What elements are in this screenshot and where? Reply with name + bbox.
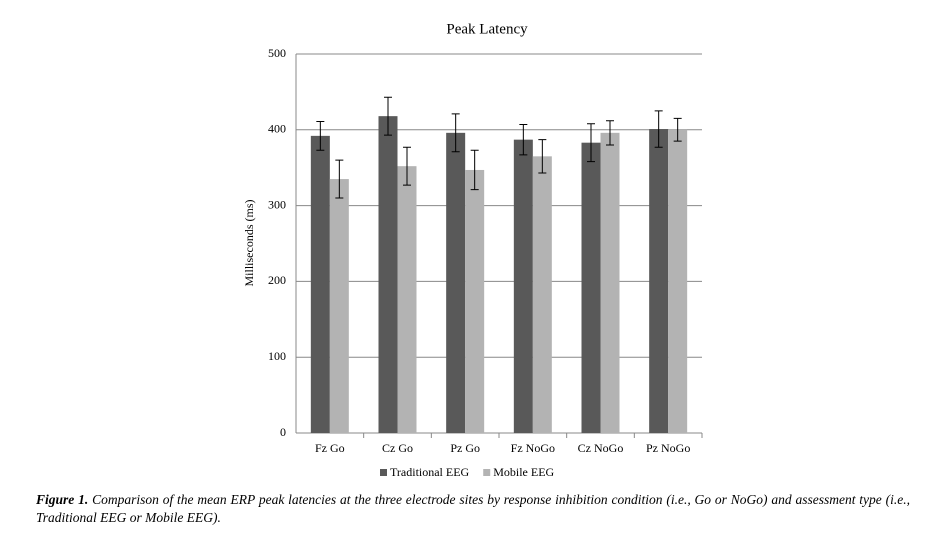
bar bbox=[378, 116, 398, 433]
bar bbox=[465, 169, 485, 433]
bar bbox=[397, 166, 417, 433]
error-bar bbox=[673, 117, 682, 142]
y-tick-label: 200 bbox=[268, 273, 286, 287]
y-tick-label: 300 bbox=[268, 197, 286, 211]
error-bar bbox=[654, 110, 663, 148]
error-bar bbox=[403, 146, 411, 186]
bar bbox=[581, 142, 601, 433]
legend-label: Mobile EEG bbox=[493, 465, 554, 479]
caption: Figure 1. Comparison of the mean ERP pea… bbox=[36, 491, 910, 527]
y-tick-label: 400 bbox=[268, 122, 286, 136]
y-axis-label: Milliseconds (ms) bbox=[242, 200, 256, 287]
x-tick-label: Cz Go bbox=[382, 441, 413, 455]
caption-label: Figure 1. bbox=[36, 492, 89, 507]
error-bar bbox=[384, 96, 392, 136]
x-tick-label: Pz NoGo bbox=[646, 441, 690, 455]
error-bar bbox=[538, 139, 547, 174]
chart: Peak Latency Milliseconds (ms) 0 100 200 30… bbox=[242, 21, 703, 479]
error-bar bbox=[606, 120, 614, 146]
bar bbox=[513, 139, 533, 434]
error-bar bbox=[316, 120, 325, 151]
chart-title: Peak Latency bbox=[446, 21, 528, 37]
x-tick-label: Pz Go bbox=[450, 441, 480, 455]
bar bbox=[329, 179, 349, 433]
y-tick-label: 100 bbox=[268, 349, 286, 363]
bar bbox=[532, 156, 552, 433]
y-tick-label: 0 bbox=[280, 425, 286, 439]
error-bar bbox=[451, 113, 460, 153]
x-tick-label: Fz NoGo bbox=[511, 441, 555, 455]
legend-swatch bbox=[380, 469, 387, 476]
bar bbox=[668, 129, 688, 434]
y-tick-label: 500 bbox=[268, 46, 286, 60]
x-tick-label: Cz NoGo bbox=[578, 441, 624, 455]
bar bbox=[600, 132, 620, 433]
x-tick-label: Fz Go bbox=[315, 441, 345, 455]
error-bar bbox=[335, 159, 344, 199]
legend-label: Traditional EEG bbox=[390, 465, 470, 479]
caption-text: Comparison of the mean ERP peak latencie… bbox=[36, 492, 910, 525]
error-bar bbox=[587, 123, 595, 163]
bar bbox=[310, 135, 330, 433]
bar bbox=[446, 132, 466, 433]
error-bar bbox=[519, 123, 528, 156]
legend-swatch bbox=[483, 469, 491, 476]
bar bbox=[649, 129, 669, 434]
error-bar bbox=[470, 149, 479, 191]
